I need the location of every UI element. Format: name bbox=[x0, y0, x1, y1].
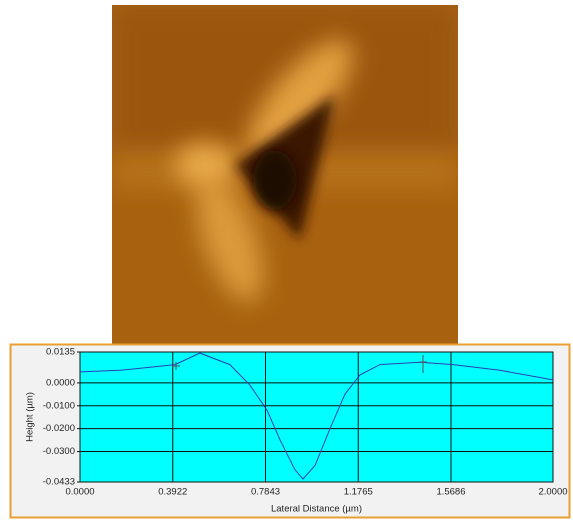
x-tick-label: 0.7843 bbox=[251, 487, 280, 498]
x-tick-label: 0.0000 bbox=[65, 487, 94, 498]
x-axis-label: Lateral Distance (µm) bbox=[271, 504, 362, 515]
x-tick-label: 1.5686 bbox=[436, 487, 465, 498]
afm-image bbox=[112, 5, 458, 345]
y-tick-label: -0.0200 bbox=[43, 423, 75, 434]
y-tick-label: -0.0100 bbox=[43, 400, 75, 411]
x-tick-label: 0.3922 bbox=[158, 487, 187, 498]
y-axis-label: Height (µm) bbox=[25, 392, 36, 442]
screen: 0.01350.0000-0.0100-0.0200-0.0300-0.0433… bbox=[0, 0, 573, 522]
y-tick-label: 0.0135 bbox=[46, 347, 75, 358]
y-tick-label: -0.0300 bbox=[43, 446, 75, 457]
x-tick-label: 2.0000 bbox=[538, 487, 567, 498]
y-tick-label: 0.0000 bbox=[46, 377, 75, 388]
x-tick-label: 1.1765 bbox=[344, 487, 373, 498]
